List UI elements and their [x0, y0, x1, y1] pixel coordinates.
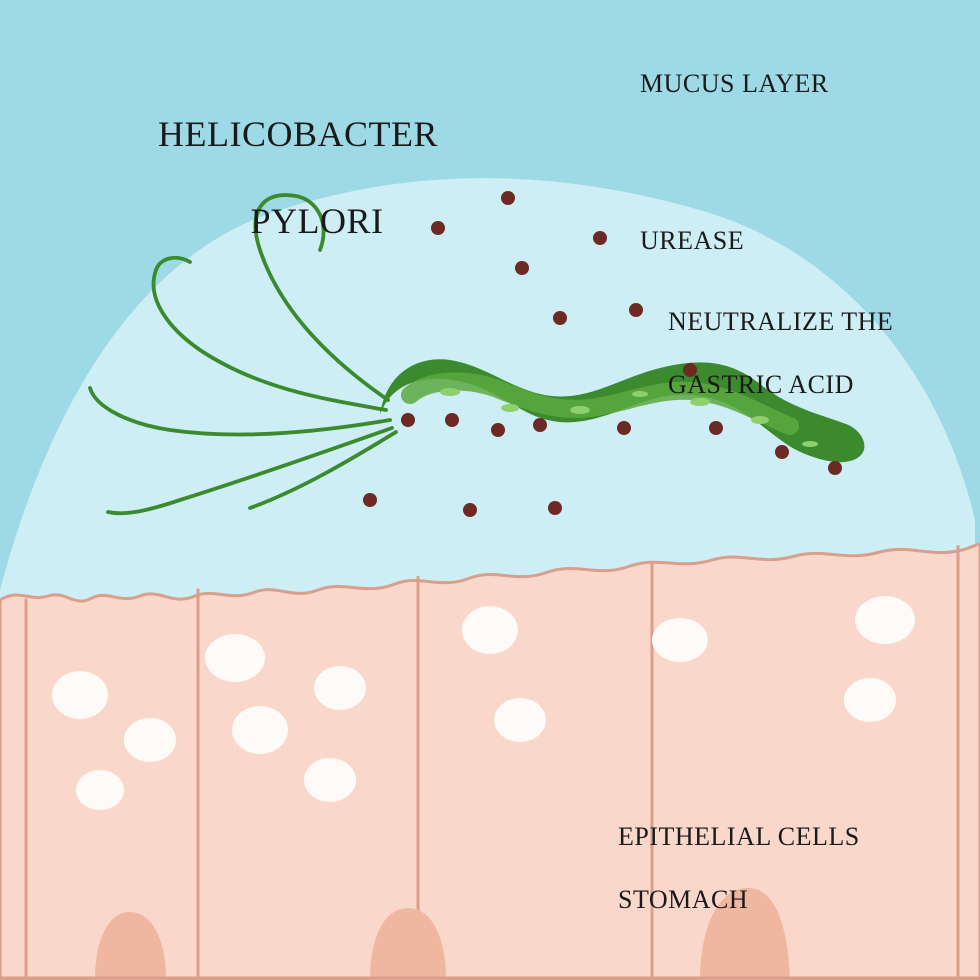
urease-dot — [533, 418, 547, 432]
urease-dot — [445, 413, 459, 427]
bacterium-spot — [802, 441, 818, 447]
bacterium-spot — [440, 388, 460, 396]
vesicle — [52, 671, 108, 719]
urease-dot — [617, 421, 631, 435]
urease-dot — [491, 423, 505, 437]
urease-dot — [401, 413, 415, 427]
urease-label: UREASE — [640, 225, 744, 256]
neutralize-line2: GASTRIC ACID — [668, 370, 854, 399]
title-line2: PYLORI — [158, 200, 476, 243]
vesicle — [462, 606, 518, 654]
vesicle — [304, 758, 356, 802]
mucus-label: MUCUS LAYER — [640, 68, 829, 99]
title-label: HELICOBACTER PYLORI — [120, 70, 438, 286]
vesicle — [652, 618, 708, 662]
neutralize-line1: NEUTRALIZE THE — [668, 307, 893, 336]
urease-dot — [548, 501, 562, 515]
urease-dot — [828, 461, 842, 475]
urease-dot — [501, 191, 515, 205]
epithelial-line2: STOMACH — [618, 885, 748, 914]
urease-dot — [775, 445, 789, 459]
epithelial-line1: EPITHELIAL CELLS — [618, 822, 860, 851]
bacterium-spot — [501, 404, 519, 412]
vesicle — [232, 706, 288, 754]
neutralize-label: NEUTRALIZE THE GASTRIC ACID — [640, 275, 893, 431]
vesicle — [314, 666, 366, 710]
vesicle — [205, 634, 265, 682]
urease-dot — [463, 503, 477, 517]
urease-dot — [593, 231, 607, 245]
urease-dot — [363, 493, 377, 507]
vesicle — [855, 596, 915, 644]
epithelial-label: EPITHELIAL CELLS STOMACH — [590, 790, 860, 946]
vesicle — [76, 770, 124, 810]
diagram-stage: HELICOBACTER PYLORI MUCUS LAYER UREASE N… — [0, 0, 980, 980]
vesicle — [124, 718, 176, 762]
urease-dot — [515, 261, 529, 275]
bacterium-spot — [570, 406, 590, 414]
vesicle — [494, 698, 546, 742]
title-line1: HELICOBACTER — [158, 114, 438, 154]
vesicle — [844, 678, 896, 722]
urease-dot — [553, 311, 567, 325]
